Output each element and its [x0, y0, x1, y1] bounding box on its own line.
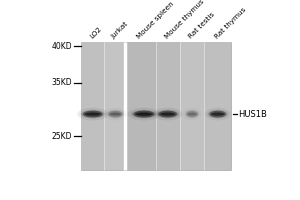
- Bar: [125, 42, 156, 170]
- Ellipse shape: [153, 108, 182, 120]
- Ellipse shape: [186, 111, 198, 118]
- Ellipse shape: [77, 108, 108, 120]
- Text: Jurkat: Jurkat: [110, 21, 130, 40]
- Ellipse shape: [211, 112, 224, 116]
- Text: LO2: LO2: [88, 26, 102, 40]
- Text: Mouse spleen: Mouse spleen: [136, 1, 176, 40]
- Ellipse shape: [131, 110, 157, 118]
- Text: Rat thymus: Rat thymus: [214, 7, 247, 40]
- Ellipse shape: [106, 110, 124, 118]
- Ellipse shape: [205, 108, 231, 120]
- Text: Rat testis: Rat testis: [188, 12, 216, 40]
- Text: 25KD: 25KD: [51, 132, 72, 141]
- Ellipse shape: [81, 110, 105, 118]
- Text: Mouse thymus: Mouse thymus: [164, 0, 205, 40]
- Ellipse shape: [185, 110, 200, 118]
- Ellipse shape: [156, 110, 179, 118]
- Bar: [156, 42, 180, 170]
- Ellipse shape: [85, 112, 100, 116]
- Ellipse shape: [158, 111, 177, 118]
- Text: HUS1B: HUS1B: [238, 110, 267, 119]
- Ellipse shape: [128, 108, 160, 120]
- Text: 35KD: 35KD: [51, 78, 72, 87]
- Ellipse shape: [134, 111, 154, 118]
- Ellipse shape: [160, 112, 175, 116]
- Bar: [81, 42, 104, 170]
- Bar: [81, 42, 231, 170]
- Ellipse shape: [208, 110, 228, 118]
- Bar: [180, 42, 204, 170]
- Ellipse shape: [188, 112, 197, 116]
- Bar: [104, 42, 125, 170]
- Ellipse shape: [110, 112, 121, 116]
- Ellipse shape: [108, 111, 123, 118]
- Ellipse shape: [209, 111, 226, 118]
- Ellipse shape: [83, 111, 103, 118]
- Bar: [204, 42, 231, 170]
- Ellipse shape: [136, 112, 152, 116]
- Text: 40KD: 40KD: [51, 42, 72, 51]
